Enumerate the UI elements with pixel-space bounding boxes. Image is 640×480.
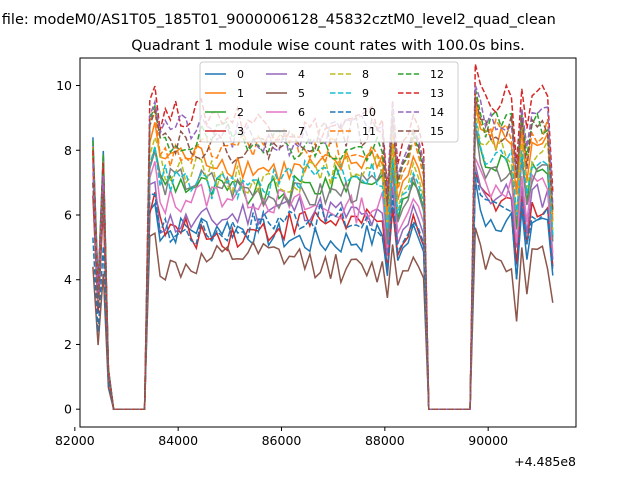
y-tick-label: 4 [64,272,72,287]
x-tick-label: 82000 [55,433,95,448]
legend-label-4: 4 [298,68,305,81]
legend-label-7: 7 [298,125,305,138]
legend-label-3: 3 [237,125,244,138]
axes-frame [79,57,577,428]
chart-file-title: n file: modeM0/AS1T05_185T01_9000006128_… [0,12,556,28]
legend-box [199,61,459,143]
series-line-0 [92,137,554,410]
x-tick-label: 88000 [365,433,405,448]
y-tick-label: 6 [64,207,72,222]
series-line-8 [92,109,554,410]
legend-label-12: 12 [430,68,444,81]
legend-label-0: 0 [237,68,244,81]
series-line-10 [92,171,554,410]
legend-label-1: 1 [237,87,244,100]
series-line-4 [92,143,554,410]
legend-label-14: 14 [430,106,444,119]
legend-label-9: 9 [362,87,369,100]
series-line-5 [92,227,554,410]
x-tick-label: 90000 [468,433,508,448]
series-line-2 [92,128,554,410]
x-tick-label: 86000 [262,433,302,448]
series-line-1 [92,103,554,410]
y-tick-label: 10 [56,78,72,93]
legend-label-8: 8 [362,68,369,81]
x-axis: 82000 84000 86000 88000 90000 [55,427,508,448]
series-line-12 [92,88,554,410]
y-tick-label: 8 [64,143,72,158]
legend-label-15: 15 [430,125,444,138]
legend-label-10: 10 [362,106,376,119]
legend-label-6: 6 [298,106,305,119]
legend-label-5: 5 [298,87,305,100]
series-line-7 [92,124,554,410]
series-line-9 [92,118,554,410]
legend-label-13: 13 [430,87,444,100]
y-axis: 0 2 4 6 8 10 [56,78,80,417]
legend-label-2: 2 [237,106,244,119]
legend-label-11: 11 [362,125,376,138]
y-tick-label: 2 [64,337,72,352]
x-offset-label: +4.485e8 [514,454,576,469]
chart-subtitle: Quadrant 1 module wise count rates with … [131,38,525,54]
series-line-14 [92,85,554,410]
series-line-15 [92,96,554,410]
x-tick-label: 84000 [158,433,198,448]
y-tick-label: 0 [64,402,72,417]
series-line-6 [92,157,554,410]
